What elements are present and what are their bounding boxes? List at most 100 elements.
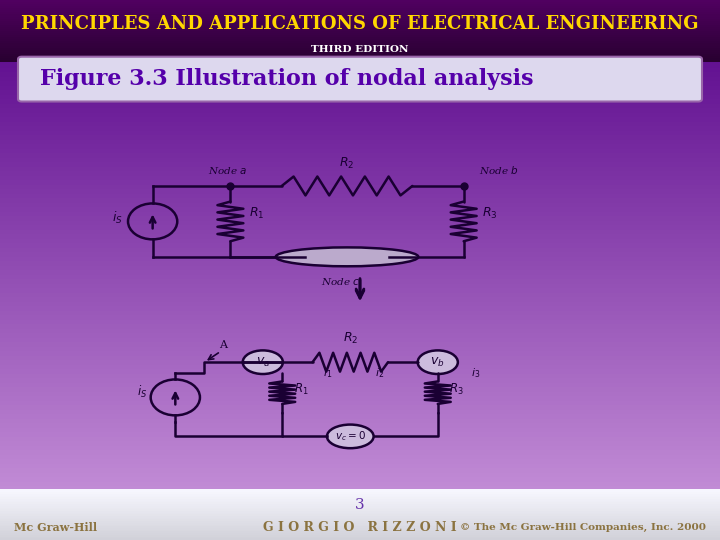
Text: © The Mc Graw-Hill Companies, Inc. 2000: © The Mc Graw-Hill Companies, Inc. 2000 bbox=[459, 523, 706, 531]
Bar bbox=[0, 216, 720, 220]
Bar bbox=[0, 519, 720, 521]
Bar bbox=[0, 324, 720, 328]
Bar bbox=[0, 428, 720, 432]
Bar bbox=[0, 301, 720, 306]
Bar bbox=[0, 35, 720, 37]
Text: 3: 3 bbox=[355, 498, 365, 512]
Bar bbox=[0, 506, 720, 508]
Bar bbox=[0, 382, 720, 387]
Bar bbox=[0, 405, 720, 409]
Text: $R_3$: $R_3$ bbox=[449, 382, 464, 397]
Bar bbox=[0, 63, 720, 68]
Bar bbox=[0, 112, 720, 117]
Text: $i_2$: $i_2$ bbox=[375, 366, 384, 380]
Bar bbox=[0, 29, 720, 31]
Bar bbox=[0, 455, 720, 459]
Bar bbox=[0, 90, 720, 94]
Bar bbox=[0, 418, 720, 423]
Bar bbox=[0, 288, 720, 293]
Bar bbox=[0, 37, 720, 39]
Bar bbox=[0, 497, 720, 499]
Bar bbox=[0, 531, 720, 536]
Bar bbox=[0, 31, 720, 33]
Bar bbox=[0, 351, 720, 355]
Bar bbox=[0, 202, 720, 207]
Bar bbox=[0, 27, 720, 31]
Bar bbox=[0, 33, 720, 35]
Bar bbox=[0, 270, 720, 274]
Bar bbox=[0, 364, 720, 369]
Bar bbox=[0, 495, 720, 500]
Bar bbox=[0, 494, 720, 496]
Bar bbox=[0, 252, 720, 256]
Bar bbox=[0, 99, 720, 104]
Bar bbox=[0, 535, 720, 537]
Bar bbox=[0, 45, 720, 48]
Bar bbox=[0, 530, 720, 531]
Bar bbox=[0, 144, 720, 148]
Bar bbox=[0, 266, 720, 270]
Bar bbox=[0, 531, 720, 533]
Bar bbox=[0, 409, 720, 414]
Bar bbox=[0, 500, 720, 504]
Bar bbox=[0, 489, 720, 490]
Bar bbox=[0, 0, 720, 4]
Text: $v_c{=}0$: $v_c{=}0$ bbox=[335, 429, 366, 443]
Bar bbox=[0, 306, 720, 310]
Bar bbox=[0, 512, 720, 514]
Bar bbox=[0, 185, 720, 189]
Bar bbox=[0, 23, 720, 25]
Text: THIRD EDITION: THIRD EDITION bbox=[311, 45, 409, 53]
Bar bbox=[0, 176, 720, 180]
Bar bbox=[0, 293, 720, 297]
Bar bbox=[0, 68, 720, 72]
Bar bbox=[0, 526, 720, 528]
Bar bbox=[0, 499, 720, 501]
Bar bbox=[0, 355, 720, 360]
Bar bbox=[0, 8, 720, 10]
Bar bbox=[0, 256, 720, 261]
Bar bbox=[0, 392, 720, 396]
Bar bbox=[0, 81, 720, 85]
Text: $R_2$: $R_2$ bbox=[343, 331, 358, 346]
Bar bbox=[0, 54, 720, 56]
Bar bbox=[0, 36, 720, 40]
Bar bbox=[0, 45, 720, 50]
Bar bbox=[0, 0, 720, 2]
Bar bbox=[0, 131, 720, 135]
Bar bbox=[0, 463, 720, 468]
Bar bbox=[0, 18, 720, 21]
Bar bbox=[0, 347, 720, 351]
Bar bbox=[0, 509, 720, 511]
Bar bbox=[0, 518, 720, 519]
Bar bbox=[0, 72, 720, 77]
Bar bbox=[0, 189, 720, 193]
Bar bbox=[0, 171, 720, 176]
Bar bbox=[0, 58, 720, 60]
Bar bbox=[0, 369, 720, 374]
Bar bbox=[0, 521, 720, 523]
Bar bbox=[0, 297, 720, 301]
Bar bbox=[0, 39, 720, 42]
Bar bbox=[0, 320, 720, 324]
Bar bbox=[0, 10, 720, 12]
Bar bbox=[0, 2, 720, 4]
FancyBboxPatch shape bbox=[18, 57, 702, 102]
Bar bbox=[0, 342, 720, 347]
Text: Node $b$: Node $b$ bbox=[480, 164, 519, 176]
Bar bbox=[0, 198, 720, 202]
Bar bbox=[0, 401, 720, 405]
Bar bbox=[0, 482, 720, 486]
Bar bbox=[0, 486, 720, 490]
Bar bbox=[0, 490, 720, 492]
Bar bbox=[0, 374, 720, 378]
Bar bbox=[0, 220, 720, 225]
Bar bbox=[0, 104, 720, 108]
Text: A: A bbox=[219, 340, 227, 350]
Bar bbox=[0, 4, 720, 6]
Bar bbox=[0, 42, 720, 44]
Bar bbox=[0, 234, 720, 239]
Bar bbox=[0, 514, 720, 516]
Bar bbox=[0, 328, 720, 333]
Bar bbox=[0, 77, 720, 81]
